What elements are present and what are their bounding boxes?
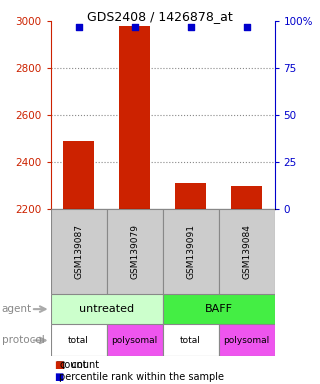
Text: polysomal: polysomal <box>111 336 158 345</box>
Text: total: total <box>68 336 89 345</box>
Text: GSM139091: GSM139091 <box>186 224 195 279</box>
Text: percentile rank within the sample: percentile rank within the sample <box>59 372 224 382</box>
Bar <box>231 186 262 209</box>
Text: agent: agent <box>2 304 32 314</box>
Bar <box>51 294 163 324</box>
Point <box>188 24 193 30</box>
Text: ■  count: ■ count <box>56 360 99 370</box>
Text: untreated: untreated <box>79 304 134 314</box>
Point <box>76 24 81 30</box>
Bar <box>219 324 275 356</box>
Bar <box>51 324 107 356</box>
Text: protocol: protocol <box>2 335 44 346</box>
Text: polysomal: polysomal <box>223 336 270 345</box>
Bar <box>119 26 150 209</box>
Text: ■: ■ <box>54 372 63 382</box>
Bar <box>163 324 219 356</box>
Text: BAFF: BAFF <box>204 304 233 314</box>
Text: GDS2408 / 1426878_at: GDS2408 / 1426878_at <box>87 10 233 23</box>
Text: GSM139079: GSM139079 <box>130 224 139 279</box>
Text: ■: ■ <box>54 360 63 370</box>
Bar <box>163 209 219 294</box>
Bar <box>63 141 94 209</box>
Text: count: count <box>59 360 87 370</box>
Bar <box>51 209 107 294</box>
Text: GSM139084: GSM139084 <box>242 224 251 279</box>
Point <box>244 24 249 30</box>
Text: total: total <box>180 336 201 345</box>
Bar <box>163 294 275 324</box>
Text: GSM139087: GSM139087 <box>74 224 83 279</box>
Bar <box>107 324 163 356</box>
Bar <box>219 209 275 294</box>
Point <box>132 24 137 30</box>
Bar <box>107 209 163 294</box>
Bar <box>175 184 206 209</box>
